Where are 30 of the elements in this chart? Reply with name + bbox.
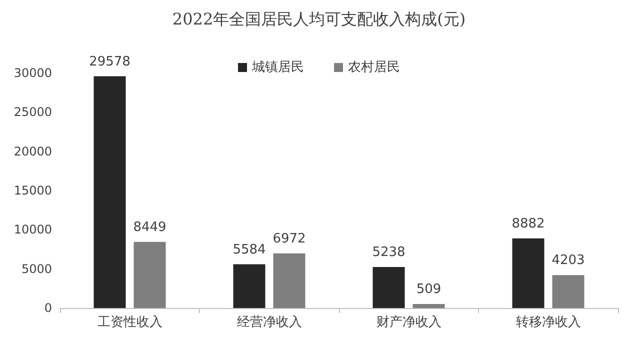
y-tick-label: 15000 xyxy=(14,184,52,198)
legend-label: 城镇居民 xyxy=(251,60,304,75)
data-label: 5584 xyxy=(232,242,266,258)
data-label: 5238 xyxy=(372,244,406,260)
bar xyxy=(412,304,445,308)
x-tick-label: 工资性收入 xyxy=(97,315,162,330)
data-label: 509 xyxy=(416,282,442,298)
x-tick-label: 经营净收入 xyxy=(236,315,302,330)
bar xyxy=(372,266,405,308)
bar xyxy=(273,253,306,308)
bar xyxy=(94,76,126,308)
data-label: 4203 xyxy=(552,253,585,268)
data-label: 29578 xyxy=(89,54,130,70)
y-tick-label: 20000 xyxy=(14,144,52,158)
data-label: 8449 xyxy=(133,220,166,235)
y-tick-label: 0 xyxy=(44,301,52,315)
y-tick-label: 30000 xyxy=(14,66,52,80)
bar xyxy=(552,275,584,308)
data-label: 6972 xyxy=(272,231,306,246)
chart-title: 2022年全国居民人均可支配收入构成(元) xyxy=(172,10,466,28)
bar xyxy=(134,242,166,308)
x-tick-label: 转移净收入 xyxy=(516,315,581,330)
x-tick-label: 财产净收入 xyxy=(376,315,442,330)
bar xyxy=(233,264,266,308)
y-tick-label: 5000 xyxy=(21,262,52,276)
bar xyxy=(512,238,544,308)
data-label: 8882 xyxy=(512,216,545,232)
y-tick-label: 25000 xyxy=(14,105,52,120)
y-tick-label: 10000 xyxy=(14,222,52,237)
legend-label: 农村居民 xyxy=(348,60,400,75)
